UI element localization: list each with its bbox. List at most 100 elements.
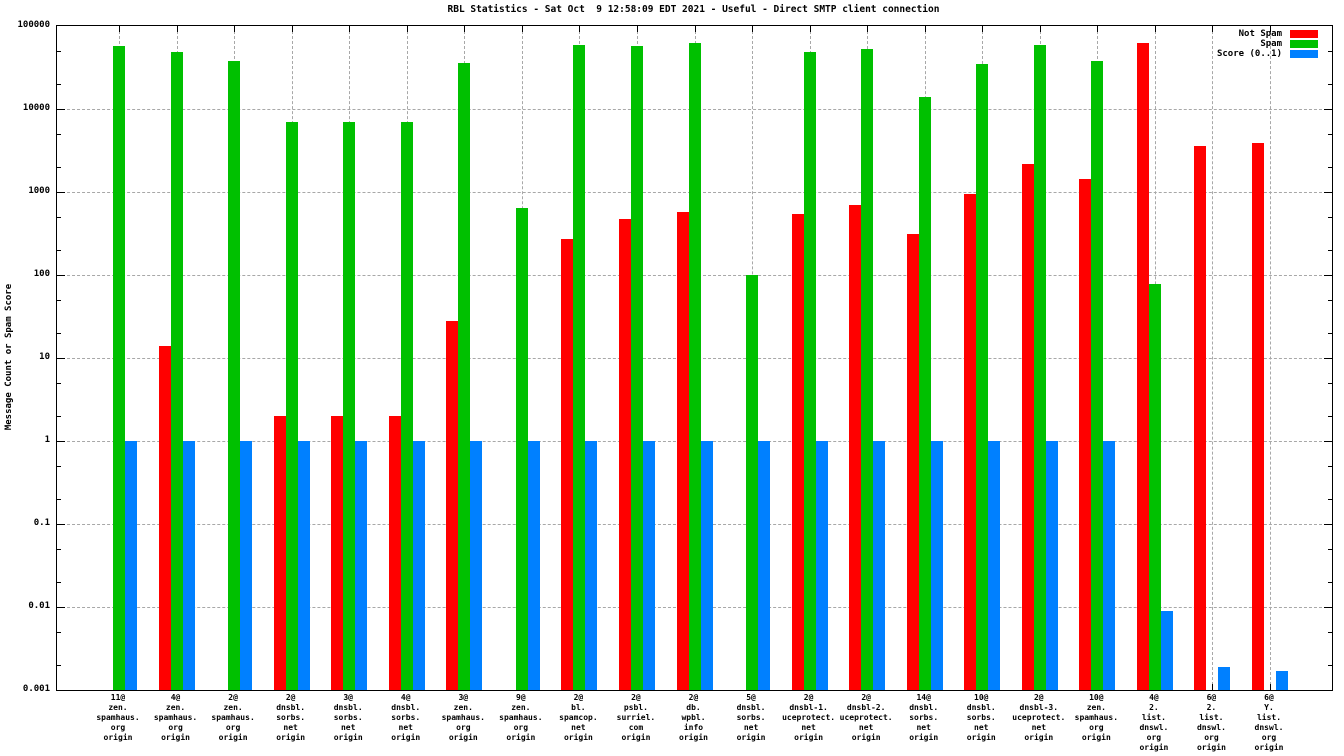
- x-tick-top: [1154, 26, 1156, 32]
- legend-label-not-spam: Not Spam: [1238, 28, 1282, 39]
- y-minor-tick-right: [1328, 499, 1332, 500]
- y-minor-tick-left: [57, 382, 61, 384]
- y-tick-label: 100: [33, 269, 50, 279]
- bar-score-0-1--2: [240, 441, 253, 690]
- x-tick-label: 2@ dnsbl. sorbs. net origin: [276, 693, 306, 742]
- x-tick-label: 11@ zen. spamhaus. org origin: [96, 693, 140, 742]
- bar-score-0-1--0: [125, 441, 137, 690]
- y-major-tick-left: [57, 441, 65, 442]
- y-major-tick-right: [1324, 109, 1332, 110]
- y-minor-tick-left: [57, 416, 61, 417]
- bar-score-0-1--16: [1045, 441, 1058, 690]
- bar-spam-7: [515, 207, 528, 690]
- bar-not-spam-14: [906, 234, 919, 690]
- x-tick-label: 2@ db. wpbl. info origin: [679, 693, 708, 742]
- y-minor-tick-right: [1328, 631, 1332, 633]
- chart-title: RBL Statistics - Sat Oct 9 12:58:09 EDT …: [447, 4, 940, 15]
- x-gridline: [1212, 26, 1214, 690]
- x-tick-label: 14@ dnsbl. sorbs. net origin: [909, 693, 939, 742]
- bar-not-spam-16: [1021, 163, 1034, 690]
- y-minor-tick-left: [57, 167, 61, 168]
- bar-spam-8: [573, 45, 586, 690]
- y-minor-tick-left: [57, 299, 61, 301]
- bar-spam-18: [1148, 283, 1161, 690]
- x-tick-top: [579, 26, 581, 32]
- y-major-tick-right: [1324, 607, 1332, 608]
- y-minor-tick-left: [57, 216, 61, 218]
- bar-score-0-1--4: [355, 441, 368, 690]
- bar-spam-1: [170, 52, 183, 690]
- bar-not-spam-13: [849, 204, 862, 690]
- bar-score-0-1--5: [412, 441, 425, 690]
- bar-score-0-1--19: [1218, 666, 1231, 690]
- bar-not-spam-20: [1252, 142, 1264, 690]
- legend-item-not-spam: Not Spam: [1217, 29, 1318, 39]
- bar-spam-5: [400, 121, 413, 690]
- y-minor-tick-left: [57, 665, 61, 666]
- bar-score-0-1--13: [873, 441, 886, 690]
- bar-not-spam-12: [791, 213, 804, 690]
- x-tick-top: [1270, 26, 1271, 32]
- bar-spam-3: [285, 121, 298, 690]
- x-tick-top: [809, 26, 811, 32]
- bar-score-0-1--20: [1276, 670, 1288, 690]
- y-minor-tick-right: [1328, 216, 1332, 218]
- y-minor-tick-left: [57, 250, 61, 251]
- y-major-tick-right: [1324, 358, 1332, 359]
- bar-spam-0: [113, 46, 125, 690]
- x-tick-top: [636, 26, 638, 32]
- bar-score-0-1--18: [1160, 610, 1173, 690]
- bar-score-0-1--12: [815, 441, 828, 690]
- y-minor-tick-left: [57, 133, 61, 135]
- y-minor-tick-right: [1328, 50, 1332, 52]
- bar-spam-15: [976, 63, 989, 690]
- plot-area: [56, 25, 1333, 691]
- bar-not-spam-9: [618, 219, 631, 690]
- bar-not-spam-5: [388, 416, 401, 690]
- bar-not-spam-19: [1194, 145, 1207, 690]
- y-minor-tick-right: [1328, 382, 1332, 384]
- x-tick-top: [349, 26, 351, 32]
- bar-score-0-1--14: [930, 441, 943, 690]
- y-major-tick-left: [57, 524, 65, 525]
- y-minor-tick-right: [1328, 665, 1332, 666]
- x-tick-label: 2@ dnsbl-2. uceprotect. net origin: [839, 693, 893, 742]
- bar-not-spam-10: [676, 212, 689, 690]
- legend-swatch-not-spam-icon: [1290, 30, 1318, 38]
- bar-not-spam-1: [158, 345, 171, 690]
- bar-score-0-1--17: [1103, 441, 1116, 690]
- bar-spam-2: [228, 60, 241, 690]
- x-tick-label: 6@ 2. list. dnswl. org origin: [1196, 693, 1226, 752]
- bar-score-0-1--1: [182, 441, 195, 690]
- bar-score-0-1--11: [758, 441, 771, 690]
- y-minor-tick-left: [57, 333, 61, 334]
- y-minor-tick-left: [57, 50, 61, 52]
- bar-score-0-1--7: [527, 441, 540, 690]
- y-minor-tick-left: [57, 465, 61, 467]
- x-tick-top: [234, 26, 236, 32]
- legend: Not Spam Spam Score (0..1): [1217, 29, 1318, 59]
- x-tick-label: 2@ dnsbl-3. uceprotect. net origin: [1012, 693, 1066, 742]
- x-tick-label: 9@ zen. spamhaus. org origin: [499, 693, 543, 742]
- bar-not-spam-18: [1136, 43, 1149, 690]
- y-minor-tick-left: [57, 582, 61, 583]
- y-minor-tick-right: [1328, 250, 1332, 251]
- legend-item-score: Score (0..1): [1217, 49, 1318, 59]
- x-tick-label: 3@ dnsbl. sorbs. net origin: [333, 693, 363, 742]
- x-tick-label: 4@ 2. list. dnswl. org origin: [1139, 693, 1169, 752]
- y-minor-tick-left: [57, 84, 61, 85]
- bar-not-spam-4: [331, 416, 344, 690]
- bar-spam-13: [861, 48, 874, 690]
- x-tick-top: [521, 26, 523, 32]
- bar-spam-4: [343, 121, 356, 690]
- x-tick-top: [291, 26, 293, 32]
- y-tick-label: 10: [39, 352, 50, 362]
- x-tick-top: [924, 26, 926, 32]
- y-minor-tick-right: [1328, 299, 1332, 301]
- y-tick-label: 0.1: [33, 518, 50, 528]
- y-major-tick-right: [1324, 192, 1332, 193]
- y-major-tick-left: [57, 275, 65, 276]
- y-tick-label: 10000: [22, 103, 50, 113]
- x-gridline: [1270, 26, 1271, 690]
- legend-item-spam: Spam: [1217, 39, 1318, 49]
